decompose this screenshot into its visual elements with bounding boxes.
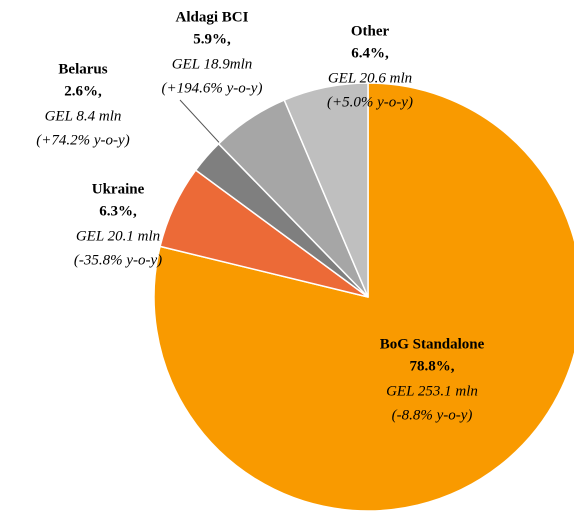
slice-percent: 2.6%, xyxy=(64,83,102,99)
slice-name: BoG Standalone xyxy=(380,336,485,352)
slice-amount: GEL 18.9mln xyxy=(172,56,253,72)
slice-percent: 6.3%, xyxy=(99,203,137,219)
slice-change: (+74.2% y-o-y) xyxy=(36,132,129,148)
slice-name: Ukraine xyxy=(92,181,145,197)
slice-name: Other xyxy=(351,23,390,39)
slice-percent: 6.4%, xyxy=(351,45,389,61)
slice-percent: 78.8%, xyxy=(410,358,455,374)
slice-change: (+194.6% y-o-y) xyxy=(162,80,263,96)
slice-percent: 5.9%, xyxy=(193,31,231,47)
slice-amount: GEL 20.6 mln xyxy=(328,70,412,86)
leader-line xyxy=(179,99,227,151)
pie-slice xyxy=(153,82,574,511)
slice-name: Belarus xyxy=(58,61,107,77)
slice-change: (+5.0% y-o-y) xyxy=(327,94,413,110)
slice-amount: GEL 8.4 mln xyxy=(45,108,122,124)
slice-amount: GEL 20.1 mln xyxy=(76,228,160,244)
slice-name: Aldagi BCI xyxy=(176,9,249,25)
slice-change: (-8.8% y-o-y) xyxy=(392,407,473,423)
slice-change: (-35.8% y-o-y) xyxy=(74,252,162,268)
slice-amount: GEL 253.1 mln xyxy=(386,383,478,399)
pie-slice xyxy=(283,82,369,298)
